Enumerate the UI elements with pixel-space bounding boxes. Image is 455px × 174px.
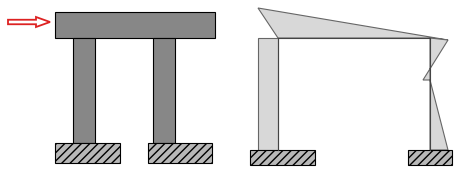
Bar [407,150,451,165]
Polygon shape [258,8,447,40]
Bar [249,150,314,165]
Bar [153,38,175,143]
Bar [55,143,120,163]
Bar [148,143,212,163]
Bar [73,38,95,143]
Bar [55,12,214,38]
Polygon shape [258,38,278,150]
Polygon shape [422,38,447,150]
